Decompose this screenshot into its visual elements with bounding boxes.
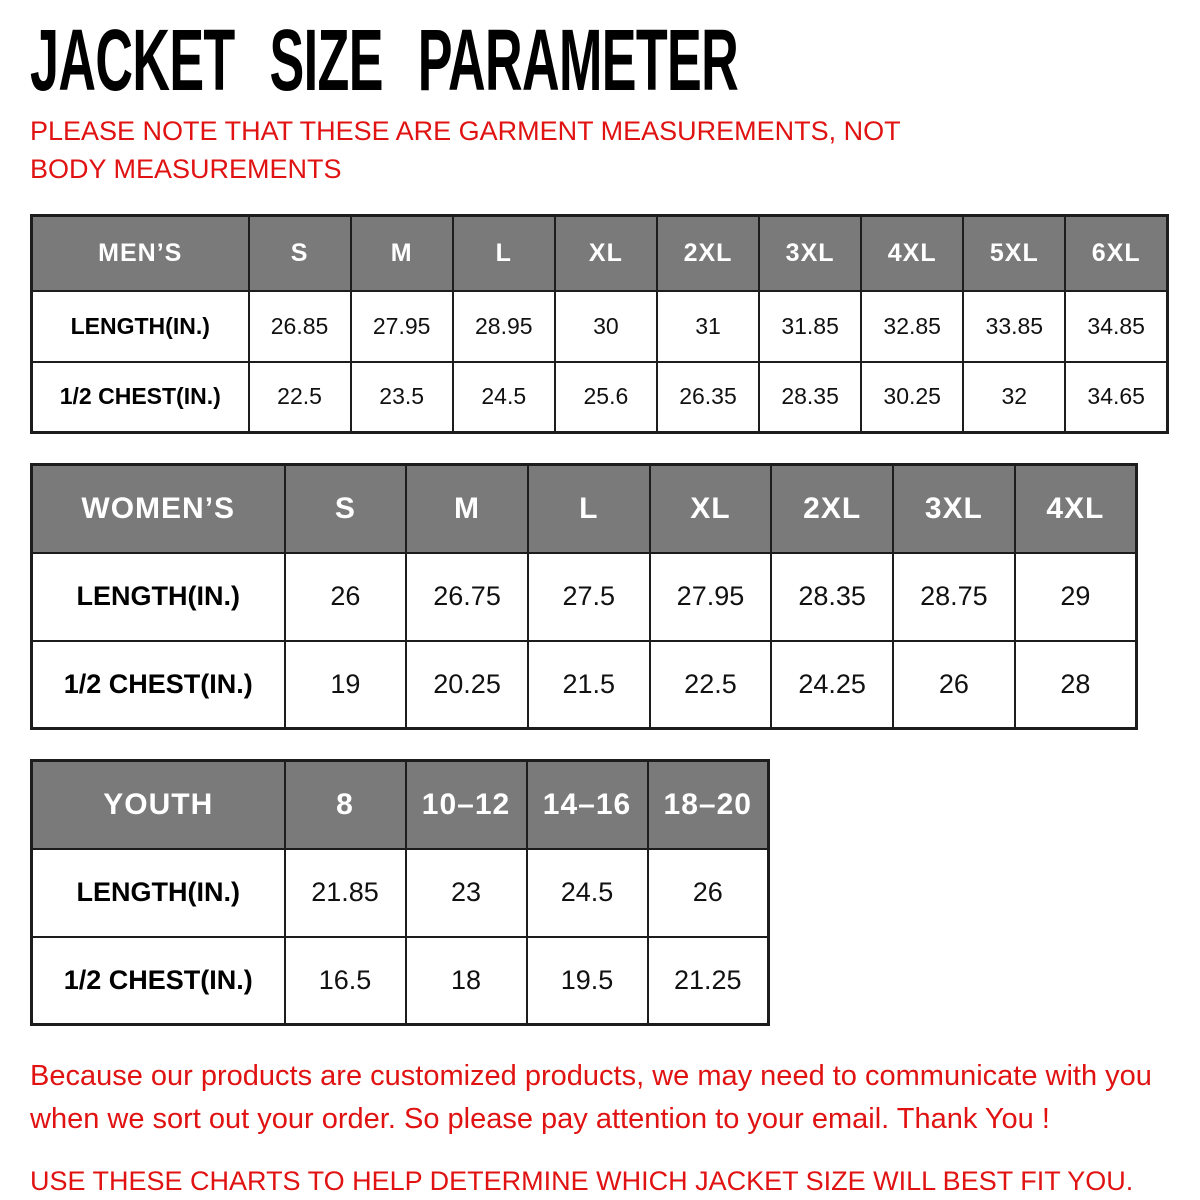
mens-group-label: MEN’S [30,214,250,292]
mens-value-cell: 27.95 [349,289,454,363]
youth-size-col-header: 8 [283,759,407,850]
garment-measurement-note: PLEASE NOTE THAT THESE ARE GARMENT MEASU… [30,116,901,184]
youth-value-cell: 23 [404,847,528,938]
womens-measurement-row: LENGTH(IN.) 26 26.75 27.5 27.95 28.35 28.75 29 [30,551,1138,642]
youth-value-cell: 26 [646,847,770,938]
mens-value-cell: 30.25 [860,360,965,434]
womens-size-col-header: 4XL [1013,463,1138,554]
youth-size-col-header: 10–12 [404,759,528,850]
womens-value-cell: 29 [1013,551,1138,642]
womens-row-label: LENGTH(IN.) [30,551,286,642]
womens-header-row: WOMEN’S S M L XL 2XL 3XL 4XL [30,463,1138,554]
mens-value-cell: 31 [655,289,761,363]
youth-value-cell: 19.5 [525,935,649,1026]
womens-value-cell: 19 [283,639,408,730]
page-title-text: JACKET SIZE PARAMETER [30,11,739,109]
mens-value-cell: 32 [962,360,1067,434]
youth-value-cell: 21.25 [646,935,770,1026]
youth-size-col-header: 18–20 [646,759,770,850]
womens-size-col-header: 2XL [770,463,895,554]
youth-value-cell: 21.85 [283,847,407,938]
mens-value-cell: 30 [553,289,658,363]
mens-value-cell: 33.85 [962,289,1067,363]
mens-size-col-header: S [247,214,352,292]
mens-value-cell: 26.35 [655,360,761,434]
womens-value-cell: 26 [892,639,1016,730]
mens-value-cell: 26.85 [247,289,352,363]
womens-size-table: WOMEN’S S M L XL 2XL 3XL 4XL LENGTH(IN.) 26 26.75 2… [30,463,1138,730]
mens-value-cell: 34.65 [1064,360,1169,434]
youth-value-cell: 18 [404,935,528,1026]
mens-measurement-row: 1/2 CHEST(IN.) 22.5 23.5 24.5 25.6 26.35 28.35… [30,360,1169,434]
mens-size-col-header: 2XL [655,214,761,292]
mens-value-cell: 22.5 [247,360,352,434]
womens-group-label: WOMEN’S [30,463,286,554]
womens-value-cell: 28.35 [770,551,895,642]
mens-size-col-header: XL [553,214,658,292]
mens-size-table: MEN’S S M L XL 2XL 3XL 4XL 5XL 6XL LENGTH(IN.) 26.8… [30,214,1169,434]
youth-header-row: YOUTH 8 10–12 14–16 18–20 [30,759,770,850]
youth-size-table: YOUTH 8 10–12 14–16 18–20 LENGTH(IN.) 21.85 23 2… [30,759,770,1026]
womens-value-cell: 28.75 [892,551,1016,642]
mens-value-cell: 25.6 [553,360,658,434]
mens-size-col-header: 3XL [758,214,863,292]
mens-size-col-header: 4XL [860,214,965,292]
mens-size-col-header: M [349,214,454,292]
mens-row-label: LENGTH(IN.) [30,289,250,363]
womens-value-cell: 26 [283,551,408,642]
womens-value-cell: 26.75 [405,551,529,642]
mens-measurement-row: LENGTH(IN.) 26.85 27.95 28.95 30 31 31.85 32.85… [30,289,1169,363]
size-tables: MEN’S S M L XL 2XL 3XL 4XL 5XL 6XL LENGTH(IN.) 26.8… [30,214,1200,1026]
womens-value-cell: 22.5 [648,639,773,730]
womens-value-cell: 20.25 [405,639,529,730]
youth-value-cell: 16.5 [283,935,407,1026]
womens-value-cell: 24.25 [770,639,895,730]
mens-value-cell: 31.85 [758,289,863,363]
mens-size-col-header: L [451,214,556,292]
youth-group-label: YOUTH [30,759,286,850]
womens-size-col-header: XL [648,463,773,554]
youth-size-col-header: 14–16 [525,759,649,850]
youth-row-label: LENGTH(IN.) [30,847,286,938]
page-title: JACKET SIZE PARAMETER [30,11,1200,109]
mens-size-col-header: 5XL [962,214,1067,292]
womens-size-col-header: S [283,463,408,554]
mens-header-row: MEN’S S M L XL 2XL 3XL 4XL 5XL 6XL [30,214,1169,292]
womens-size-col-header: L [526,463,651,554]
customization-note: Because our products are customized prod… [30,1060,1152,1135]
mens-value-cell: 28.35 [758,360,863,434]
youth-measurement-row: LENGTH(IN.) 21.85 23 24.5 26 [30,847,770,938]
womens-value-cell: 27.95 [648,551,773,642]
mens-row-label: 1/2 CHEST(IN.) [30,360,250,434]
mens-value-cell: 24.5 [451,360,556,434]
womens-size-col-header: M [405,463,529,554]
womens-value-cell: 21.5 [526,639,651,730]
womens-value-cell: 27.5 [526,551,651,642]
mens-value-cell: 28.95 [451,289,556,363]
mens-size-col-header: 6XL [1064,214,1169,292]
mens-value-cell: 23.5 [349,360,454,434]
youth-value-cell: 24.5 [525,847,649,938]
mens-value-cell: 32.85 [860,289,965,363]
youth-row-label: 1/2 CHEST(IN.) [30,935,286,1026]
womens-measurement-row: 1/2 CHEST(IN.) 19 20.25 21.5 22.5 24.25 26 28 [30,639,1138,730]
youth-measurement-row: 1/2 CHEST(IN.) 16.5 18 19.5 21.25 [30,935,770,1026]
chart-usage-tip: USE THESE CHARTS TO HELP DETERMINE WHICH… [30,1166,1134,1196]
womens-value-cell: 28 [1013,639,1138,730]
mens-value-cell: 34.85 [1064,289,1169,363]
womens-size-col-header: 3XL [892,463,1016,554]
womens-row-label: 1/2 CHEST(IN.) [30,639,286,730]
